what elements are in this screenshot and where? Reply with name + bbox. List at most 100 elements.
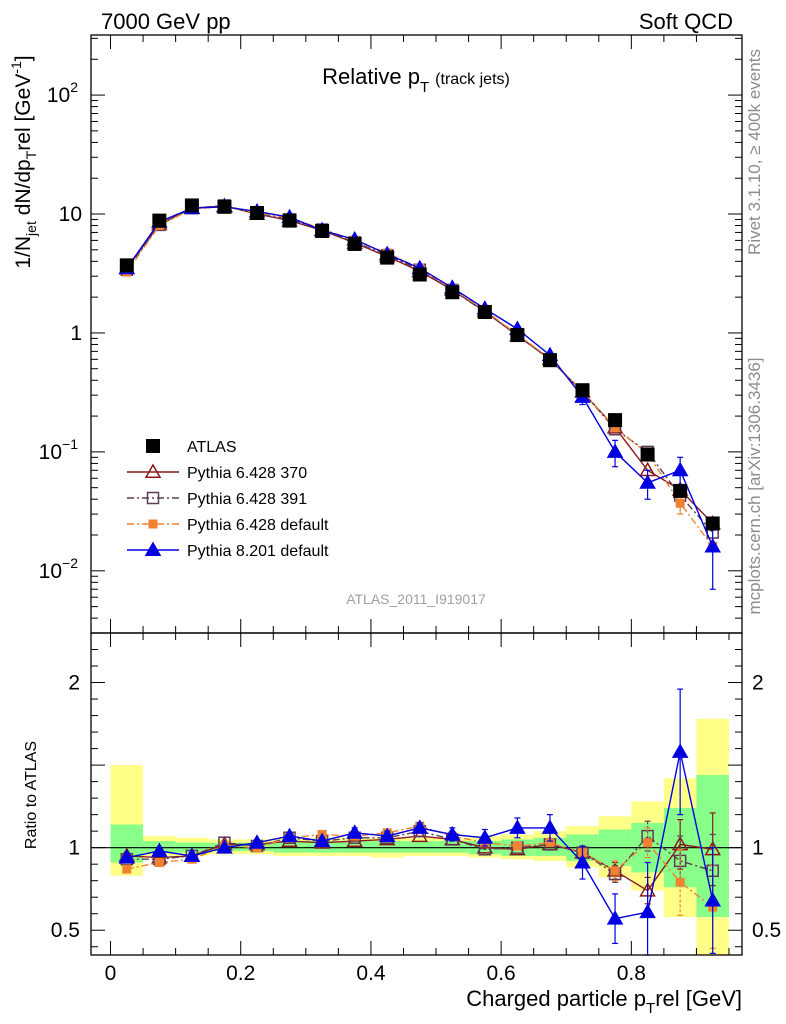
main-title-subscript: T: [420, 79, 429, 96]
ratio-point-pythia-8-201-default: [151, 842, 168, 857]
legend-label: Pythia 6.428 370: [187, 465, 307, 482]
ratio-y-tick-label-left: 0.5: [51, 919, 80, 942]
main-series-pythia-6-428-391: [120, 199, 719, 539]
header-energy-label: 7000 GeV pp: [101, 9, 231, 34]
ratio-point-pythia-6-428-default: [643, 838, 653, 848]
ratio-plot-frame: [90, 632, 743, 956]
main-title-note: (track jets): [435, 71, 510, 88]
main-point-pythia-6-428-default: [675, 498, 685, 508]
main-point-pythia-8-201-default: [704, 538, 721, 553]
ratio-point-pythia-8-201-default: [476, 829, 494, 844]
main-point-pythia-8-201-default: [606, 443, 624, 458]
ratio-band-green: [436, 841, 469, 853]
ratio-point-pythia-8-201-default: [346, 824, 363, 839]
legend-marker: [144, 541, 162, 556]
ratio-point-pythia-8-201-default: [118, 849, 136, 864]
main-point-atlas: [184, 198, 199, 213]
legend-label: Pythia 6.428 default: [187, 517, 329, 534]
ratio-axis-ticks: [91, 633, 742, 955]
main-point-atlas: [445, 285, 460, 300]
legend: ATLAS Pythia 6.428 370 Pythia 6.428 391 Pyt…: [127, 439, 329, 560]
ratio-point-pythia-6-428-370: [411, 827, 429, 843]
ratio-data-layer: [118, 688, 721, 956]
ylabel-part-a: 1/N: [12, 236, 35, 269]
main-chart-title: Relative pT (track jets): [322, 64, 510, 96]
main-point-atlas: [705, 516, 720, 531]
ylabel-part-t: T: [23, 150, 39, 159]
ratio-point-pythia-8-201-default: [639, 903, 656, 919]
main-point-pythia-8-201-default: [671, 461, 689, 477]
mcplots-label: mcplots.cern.ch [arXiv:1306.3436]: [745, 357, 764, 614]
main-point-atlas: [477, 305, 492, 320]
ratio-point-pythia-8-201-default: [313, 832, 331, 848]
ratio-y-tick-label-right: 0.5: [752, 919, 781, 942]
main-point-atlas: [250, 205, 265, 220]
ratio-point-pythia-6-428-default: [675, 877, 685, 887]
legend-marker: [146, 491, 160, 505]
rivet-version-label: Rivet 3.1.10, ≥ 400k events: [745, 49, 764, 255]
main-point-atlas: [673, 483, 688, 498]
ylabel-part-exp: -1: [8, 61, 24, 74]
ratio-point-pythia-8-201-default: [281, 827, 298, 843]
ratio-point-pythia-6-428-default: [545, 838, 555, 848]
ylabel-part-jet: jet: [23, 221, 39, 237]
x-tick-label: 0.2: [226, 962, 255, 985]
ratio-y-tick-labels: 0.5 0.5 1 1 2 2: [51, 672, 781, 943]
main-y-tick-label: 1: [70, 322, 82, 345]
ratio-point-pythia-6-428-default: [154, 858, 164, 868]
x-tick-label: 0.8: [617, 962, 646, 985]
ratio-point-pythia-8-201-default: [574, 854, 591, 869]
main-point-atlas: [510, 328, 525, 343]
xlabel-part-c: rel [GeV]: [655, 986, 742, 1011]
legend-label: ATLAS: [187, 439, 237, 456]
x-tick-labels: 0 0.2 0.4 0.6 0.8: [105, 962, 646, 985]
ratio-y-tick-label-left: 1: [68, 837, 80, 860]
main-point-pythia-6-428-default: [610, 423, 620, 433]
legend-entry-atlas: ATLAS: [146, 439, 237, 456]
header-process-label: Soft QCD: [639, 9, 733, 34]
ratio-band-green: [403, 841, 437, 853]
legend-marker: [148, 519, 158, 529]
ratio-y-tick-label-right: 2: [752, 672, 764, 695]
x-tick-label: 0.6: [487, 962, 516, 985]
legend-label: Pythia 6.428 391: [187, 491, 307, 508]
ratio-point-pythia-8-201-default: [541, 819, 559, 834]
ratio-band-green: [370, 841, 404, 853]
ratio-point-pythia-8-201-default: [606, 910, 624, 925]
main-data-layer: [118, 197, 721, 590]
ratio-point-pythia-8-201-default: [704, 891, 721, 907]
ratio-y-axis-label: Ratio to ATLAS: [23, 741, 40, 849]
ratio-point-pythia-8-201-default: [444, 825, 461, 841]
main-y-tick-label: 10: [59, 203, 82, 226]
main-y-axis-label: 1/Njet dN/dpTrel [GeV-1]: [8, 55, 39, 268]
main-point-atlas: [315, 223, 330, 238]
ratio-y-tick-label-left: 2: [68, 672, 80, 695]
ylabel-part-e: rel [GeV: [12, 74, 35, 151]
main-point-atlas: [119, 258, 134, 273]
main-axis-ticks: [91, 35, 742, 634]
x-tick-label: 0: [105, 962, 117, 985]
main-point-atlas: [412, 267, 427, 282]
ratio-point-pythia-8-201-default: [509, 819, 526, 834]
main-y-tick-labels: 102 10 1 10−1 10−2: [39, 79, 82, 583]
main-point-atlas: [347, 236, 362, 251]
legend-label: Pythia 8.201 default: [187, 543, 329, 560]
xlabel-part-t: T: [646, 1000, 655, 1017]
ratio-point-pythia-6-428-default: [512, 841, 522, 851]
main-point-atlas: [542, 353, 557, 368]
ratio-series-pythia-8-201-default: [118, 688, 721, 956]
legend-entry-pythia-6-428-391: Pythia 6.428 391: [127, 491, 307, 508]
legend-entry-pythia-8-201-default: Pythia 8.201 default: [127, 541, 329, 560]
ratio-y-tick-label-right: 1: [752, 837, 764, 860]
main-point-pythia-8-201-default: [639, 474, 656, 489]
x-axis-label: Charged particle pTrel [GeV]: [466, 986, 742, 1017]
ratio-point-pythia-8-201-default: [183, 847, 201, 862]
main-point-atlas: [640, 447, 655, 462]
ylabel-part-g: ]: [12, 55, 35, 61]
legend-marker: [144, 463, 162, 478]
main-y-tick-label: 10−1: [39, 436, 79, 464]
legend-entry-pythia-6-428-370: Pythia 6.428 370: [127, 463, 307, 482]
ylabel-part-c: dN/dp: [12, 159, 35, 221]
